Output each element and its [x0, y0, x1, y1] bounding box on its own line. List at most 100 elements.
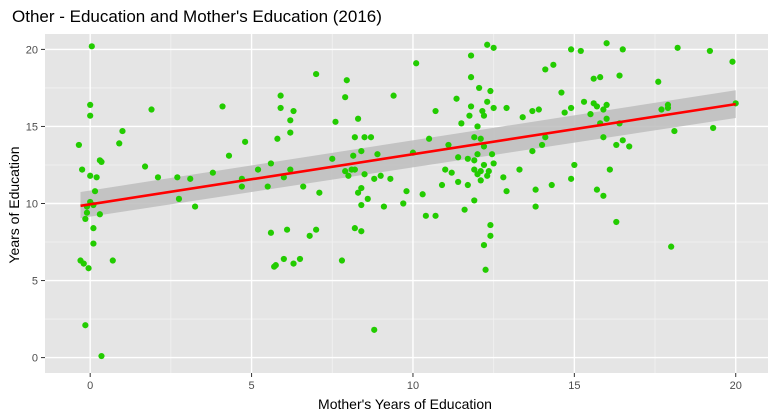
data-point: [458, 120, 465, 127]
data-point: [500, 174, 507, 181]
data-point: [490, 160, 497, 167]
data-point: [351, 134, 358, 141]
data-point: [542, 66, 549, 73]
data-point: [354, 189, 362, 196]
x-tick-label: 15: [568, 380, 580, 392]
data-point: [477, 135, 484, 142]
data-point: [175, 195, 183, 202]
data-point: [413, 60, 420, 67]
data-point: [558, 89, 565, 96]
data-point: [597, 74, 604, 81]
x-tick-label: 20: [730, 380, 742, 392]
data-point: [484, 98, 491, 105]
data-point: [487, 87, 494, 95]
data-point: [343, 77, 350, 84]
chart-title: Other - Education and Mother's Education…: [12, 7, 382, 26]
data-point: [187, 175, 194, 182]
data-point: [603, 40, 610, 47]
data-point: [600, 106, 607, 113]
data-point: [98, 158, 105, 165]
data-point: [141, 163, 149, 170]
data-point: [300, 183, 307, 190]
data-point: [98, 352, 105, 360]
data-point: [272, 262, 279, 269]
data-point: [519, 114, 526, 121]
data-point: [471, 197, 478, 204]
data-point: [264, 183, 271, 190]
data-point: [425, 135, 433, 142]
data-point: [729, 58, 736, 65]
y-tick-label: 15: [26, 121, 38, 133]
y-tick-label: 5: [32, 276, 38, 288]
data-point: [79, 166, 86, 173]
data-point: [619, 46, 626, 53]
data-point: [550, 61, 557, 68]
data-point: [532, 186, 539, 193]
data-point: [329, 155, 336, 162]
data-point: [350, 152, 357, 159]
data-point: [535, 106, 542, 113]
data-point: [290, 107, 297, 115]
data-point: [400, 200, 407, 207]
y-tick-label: 20: [26, 44, 38, 56]
data-point: [471, 134, 478, 141]
data-point: [593, 103, 601, 110]
data-point: [432, 212, 439, 219]
data-point: [287, 166, 294, 173]
data-point: [432, 107, 439, 115]
data-point: [338, 257, 346, 264]
data-point: [209, 169, 216, 176]
data-point: [96, 211, 103, 218]
data-point: [148, 106, 155, 113]
data-point: [480, 161, 488, 169]
data-point: [471, 157, 478, 164]
data-point: [561, 109, 568, 116]
data-point: [374, 151, 381, 158]
data-point: [254, 166, 262, 173]
data-point: [616, 72, 623, 79]
data-point: [613, 218, 620, 226]
data-point: [116, 140, 123, 147]
x-tick-label: 0: [87, 380, 93, 392]
data-point: [467, 103, 475, 110]
data-point: [532, 203, 539, 210]
data-point: [174, 174, 181, 181]
data-point: [516, 166, 523, 173]
data-point: [542, 134, 549, 141]
data-point: [710, 124, 717, 132]
data-point: [306, 232, 313, 239]
data-point: [490, 44, 497, 51]
data-point: [277, 104, 284, 112]
data-point: [91, 188, 99, 195]
data-point: [482, 266, 489, 273]
data-point: [225, 152, 233, 159]
data-point: [471, 166, 478, 173]
data-point: [283, 226, 291, 233]
data-points: [75, 40, 739, 360]
data-point: [358, 148, 365, 155]
data-point: [358, 228, 365, 235]
data-point: [606, 166, 613, 173]
data-point: [361, 134, 368, 141]
data-point: [238, 183, 245, 190]
data-point: [342, 168, 349, 175]
data-point: [477, 177, 484, 184]
data-point: [85, 265, 92, 272]
data-point: [287, 117, 294, 124]
data-point: [83, 209, 91, 216]
data-point: [87, 112, 94, 119]
data-point: [466, 112, 473, 119]
data-point: [80, 260, 87, 267]
data-point: [75, 141, 82, 149]
data-point: [90, 225, 97, 232]
data-point: [476, 84, 483, 92]
data-point: [445, 141, 452, 149]
data-point: [448, 169, 455, 176]
data-point: [529, 148, 536, 155]
data-point: [351, 166, 358, 173]
regression-line: [80, 102, 736, 208]
data-point: [219, 103, 226, 110]
data-point: [480, 242, 488, 249]
data-point: [580, 98, 588, 105]
data-point: [503, 188, 510, 195]
